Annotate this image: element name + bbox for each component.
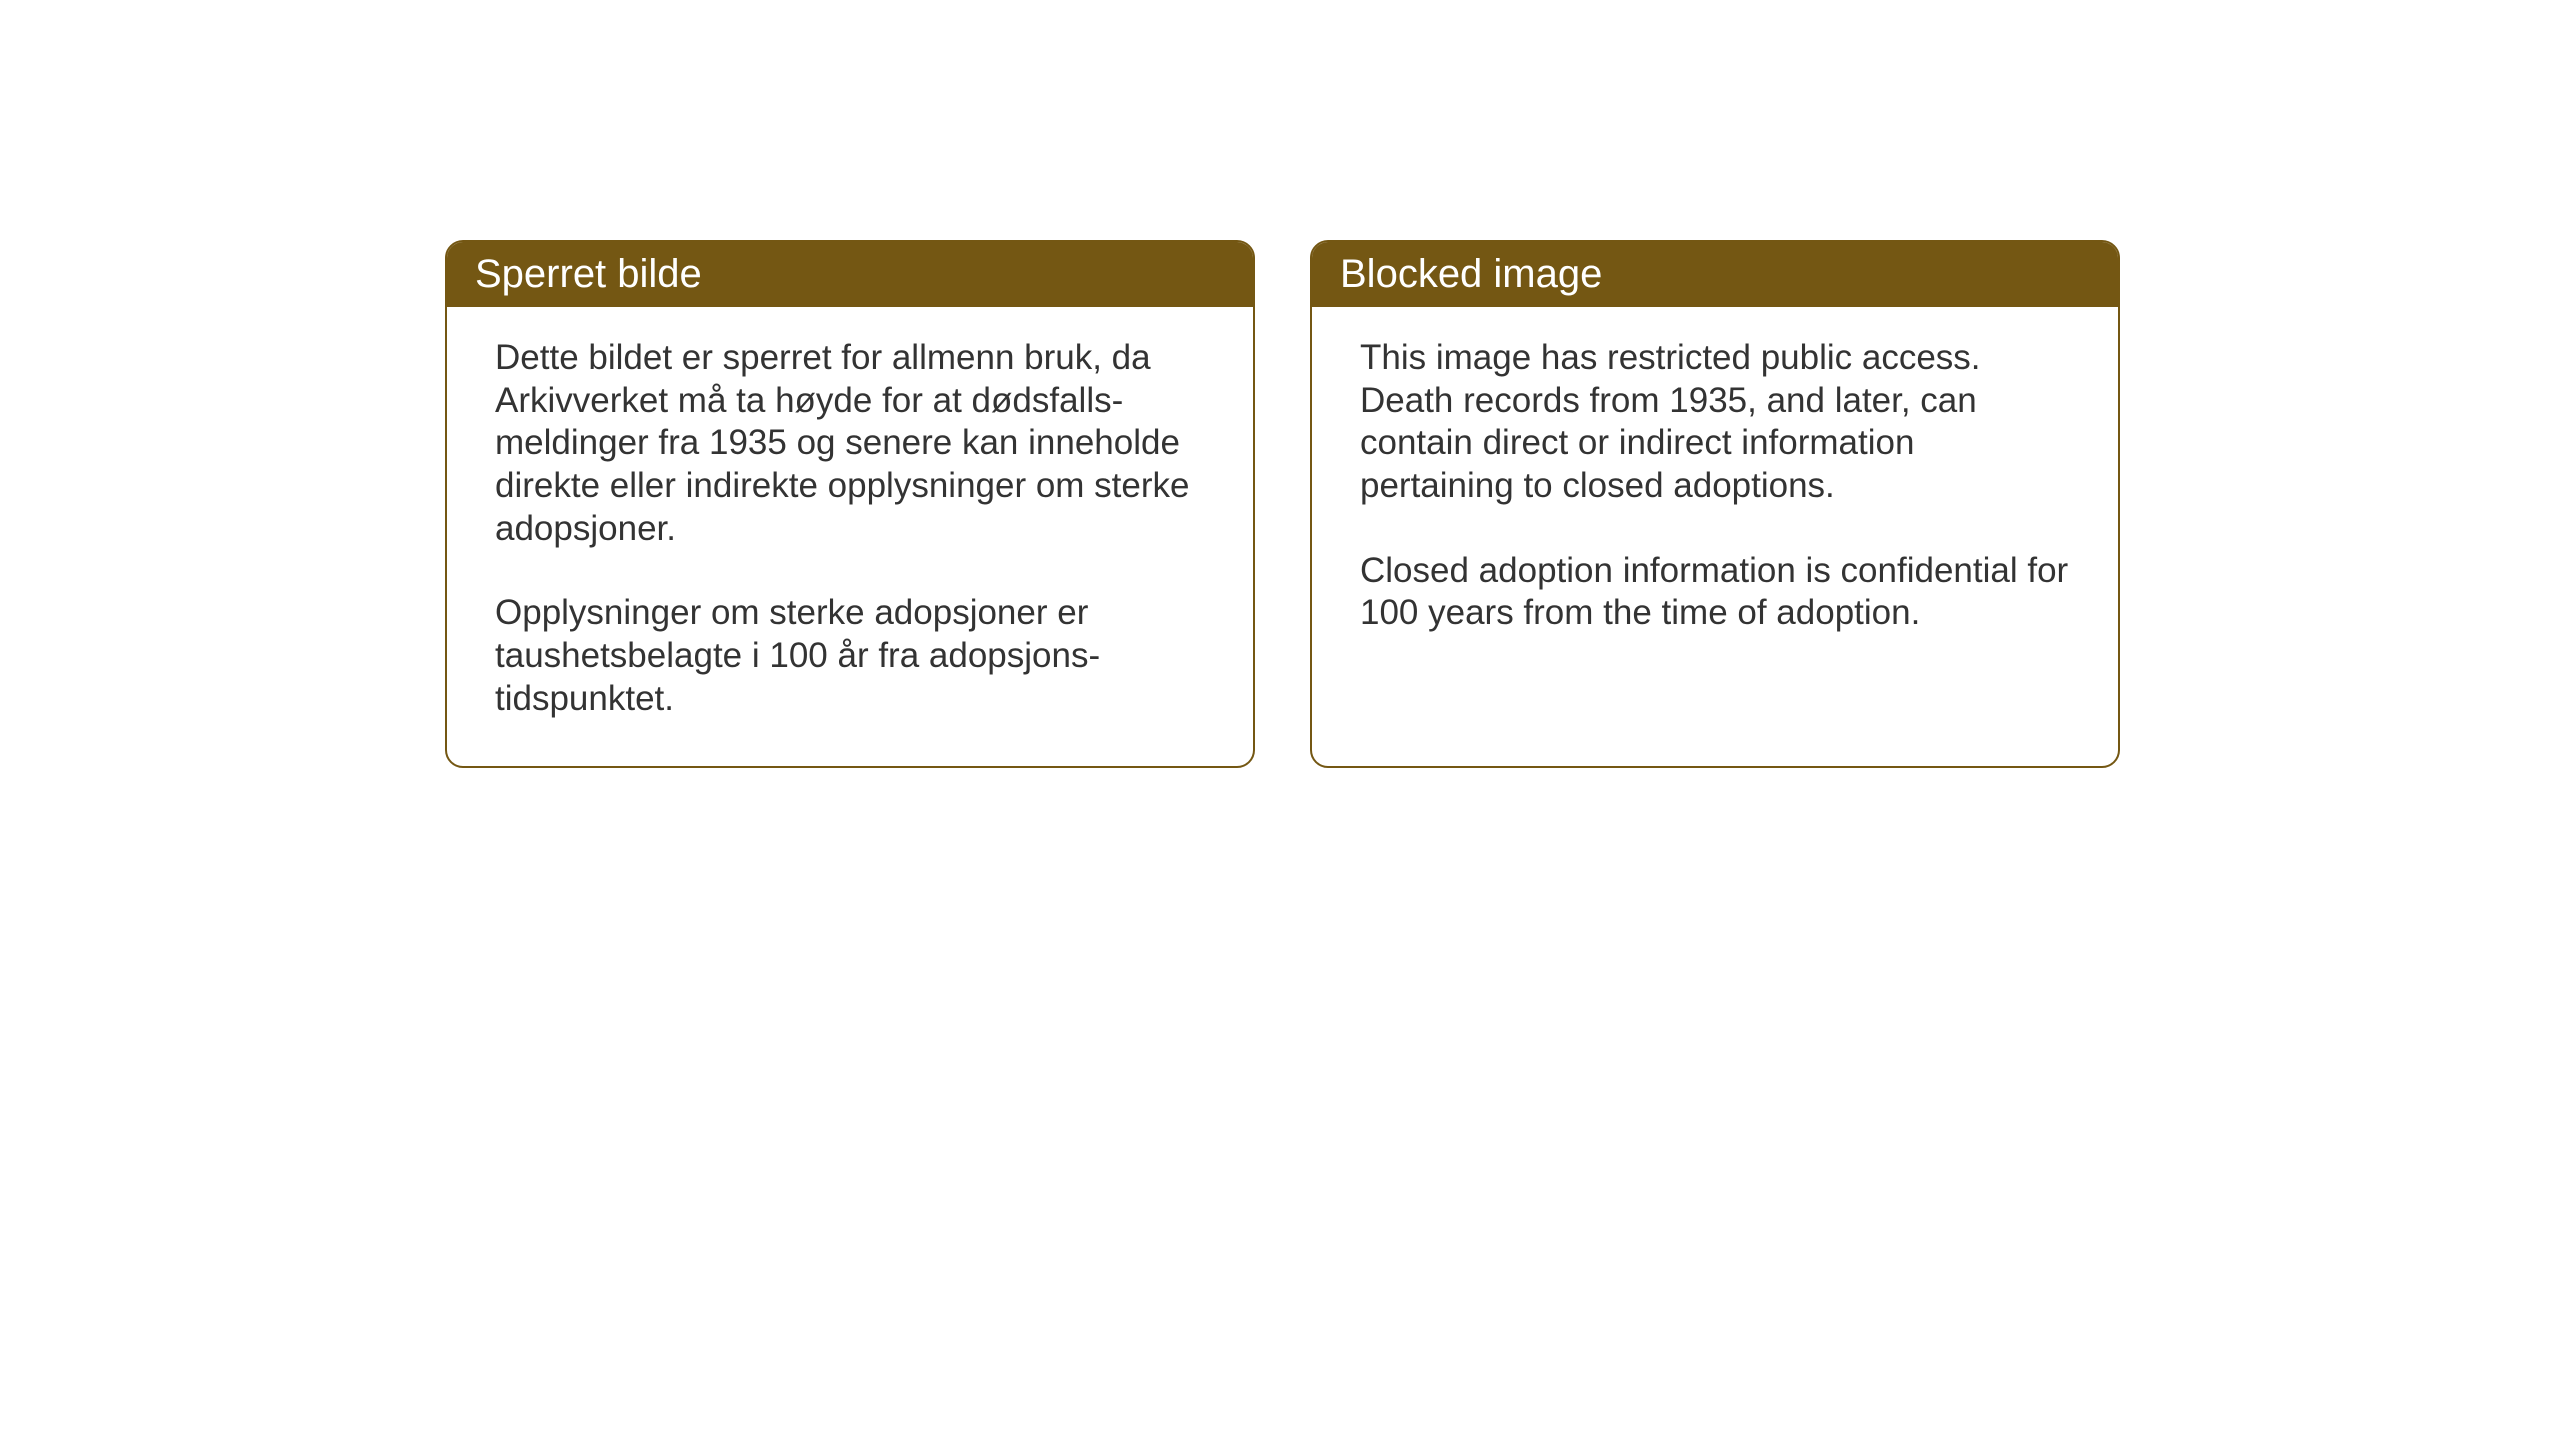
card-paragraph-1-english: This image has restricted public access.…	[1360, 337, 2070, 508]
card-header-norwegian: Sperret bilde	[447, 242, 1253, 307]
card-title-norwegian: Sperret bilde	[475, 252, 702, 296]
card-paragraph-2-norwegian: Opplysninger om sterke adopsjoner er tau…	[495, 592, 1205, 720]
card-paragraph-2-english: Closed adoption information is confident…	[1360, 550, 2070, 635]
card-body-english: This image has restricted public access.…	[1312, 307, 2118, 680]
card-paragraph-1-norwegian: Dette bildet er sperret for allmenn bruk…	[495, 337, 1205, 550]
card-header-english: Blocked image	[1312, 242, 2118, 307]
card-norwegian: Sperret bilde Dette bildet er sperret fo…	[445, 240, 1255, 768]
card-body-norwegian: Dette bildet er sperret for allmenn bruk…	[447, 307, 1253, 766]
card-title-english: Blocked image	[1340, 252, 1602, 296]
cards-container: Sperret bilde Dette bildet er sperret fo…	[445, 240, 2120, 768]
card-english: Blocked image This image has restricted …	[1310, 240, 2120, 768]
